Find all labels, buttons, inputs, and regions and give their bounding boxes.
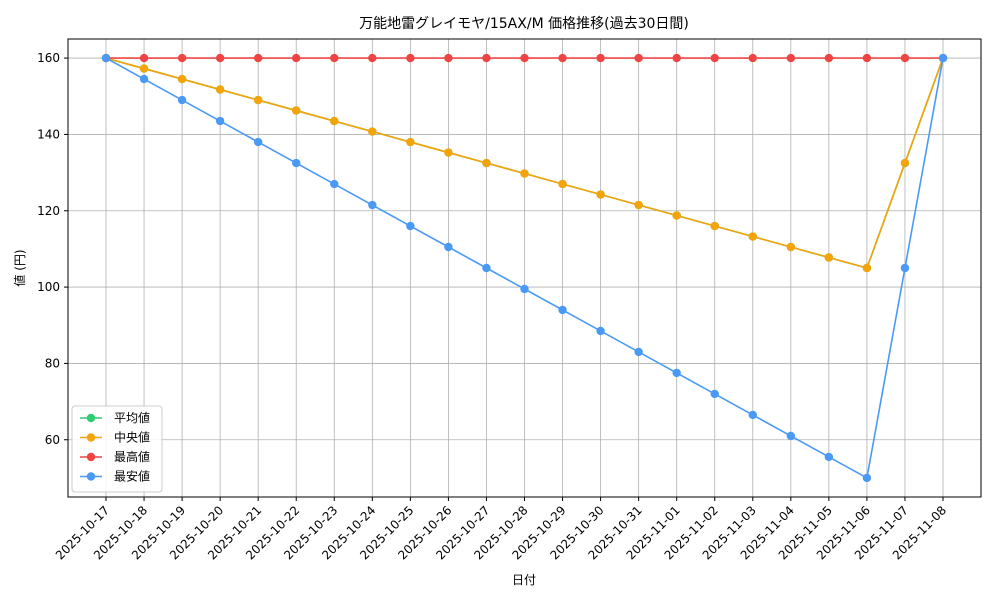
data-point bbox=[406, 137, 415, 147]
legend-marker bbox=[86, 472, 96, 481]
data-point bbox=[139, 74, 149, 84]
series-layer bbox=[101, 53, 948, 483]
data-point bbox=[215, 85, 225, 94]
data-point bbox=[900, 158, 910, 168]
data-point bbox=[862, 263, 872, 273]
data-point bbox=[330, 179, 339, 189]
data-point bbox=[596, 326, 605, 336]
data-point bbox=[139, 53, 149, 63]
y-tick-label: 60 bbox=[45, 433, 60, 447]
data-point bbox=[368, 53, 377, 63]
data-point bbox=[938, 53, 948, 63]
data-point bbox=[520, 284, 529, 294]
data-point bbox=[862, 53, 872, 63]
data-point bbox=[253, 137, 263, 147]
series-3 bbox=[101, 53, 948, 483]
legend-marker bbox=[86, 452, 96, 462]
data-point bbox=[253, 95, 263, 105]
data-point bbox=[444, 53, 453, 63]
data-point bbox=[824, 53, 834, 63]
grid bbox=[68, 39, 981, 497]
data-point bbox=[177, 74, 187, 84]
data-point bbox=[215, 53, 225, 63]
chart-title: 万能地雷グレイモヤ/15AX/M 価格推移(過去30日間) bbox=[359, 16, 689, 32]
data-point bbox=[292, 53, 301, 63]
data-point bbox=[748, 410, 757, 420]
data-point bbox=[406, 221, 415, 231]
x-axis-label: 日付 bbox=[512, 573, 536, 587]
data-point bbox=[786, 242, 796, 252]
data-point bbox=[558, 179, 567, 189]
data-point bbox=[406, 53, 415, 63]
data-point bbox=[748, 232, 757, 241]
data-point bbox=[101, 53, 111, 63]
data-point bbox=[558, 305, 567, 315]
data-point bbox=[862, 473, 872, 483]
y-tick-label: 100 bbox=[37, 280, 60, 294]
data-point bbox=[672, 211, 681, 220]
data-point bbox=[634, 347, 643, 357]
data-point bbox=[444, 148, 453, 157]
y-axis: 60 80 100 120 140 160 bbox=[37, 51, 68, 447]
data-point bbox=[292, 158, 301, 168]
data-point bbox=[596, 53, 605, 63]
data-point bbox=[634, 53, 643, 63]
legend-label: 最安値 bbox=[114, 469, 150, 484]
data-point bbox=[672, 368, 681, 378]
data-point bbox=[482, 53, 491, 63]
y-tick-label: 120 bbox=[37, 204, 60, 218]
series-2 bbox=[101, 53, 948, 63]
data-point bbox=[710, 221, 719, 231]
legend-marker bbox=[86, 433, 96, 442]
data-point bbox=[368, 200, 377, 210]
data-point bbox=[824, 253, 834, 262]
data-point bbox=[900, 263, 910, 273]
data-point bbox=[292, 106, 301, 115]
legend-label: 最高値 bbox=[114, 449, 150, 464]
y-tick-label: 80 bbox=[45, 356, 60, 370]
data-point bbox=[634, 200, 643, 210]
legend-marker bbox=[86, 413, 96, 423]
data-point bbox=[786, 431, 796, 441]
data-point bbox=[482, 263, 491, 273]
data-point bbox=[330, 53, 339, 63]
data-point bbox=[900, 53, 910, 63]
data-point bbox=[253, 53, 263, 63]
data-point bbox=[520, 53, 529, 63]
data-point bbox=[482, 158, 491, 168]
data-point bbox=[177, 95, 187, 105]
y-tick-label: 140 bbox=[37, 127, 60, 141]
data-point bbox=[672, 53, 681, 63]
data-point bbox=[444, 242, 453, 252]
data-point bbox=[215, 116, 225, 126]
data-point bbox=[710, 389, 719, 399]
data-point bbox=[139, 64, 149, 73]
data-point bbox=[558, 53, 567, 63]
data-point bbox=[330, 116, 339, 126]
legend-label: 中央値 bbox=[114, 430, 150, 445]
data-point bbox=[596, 190, 605, 199]
x-axis: 2025-10-172025-10-182025-10-192025-10-20… bbox=[53, 497, 949, 562]
data-point bbox=[824, 452, 834, 462]
legend-label: 平均値 bbox=[114, 410, 150, 425]
data-point bbox=[368, 127, 377, 136]
legend-frame bbox=[71, 405, 163, 493]
y-tick-label: 160 bbox=[37, 51, 60, 65]
data-point bbox=[177, 53, 187, 63]
data-point bbox=[786, 53, 796, 63]
data-point bbox=[748, 53, 757, 63]
data-point bbox=[520, 169, 529, 178]
data-point bbox=[710, 53, 719, 63]
y-axis-label: 値 (円) bbox=[12, 249, 27, 286]
